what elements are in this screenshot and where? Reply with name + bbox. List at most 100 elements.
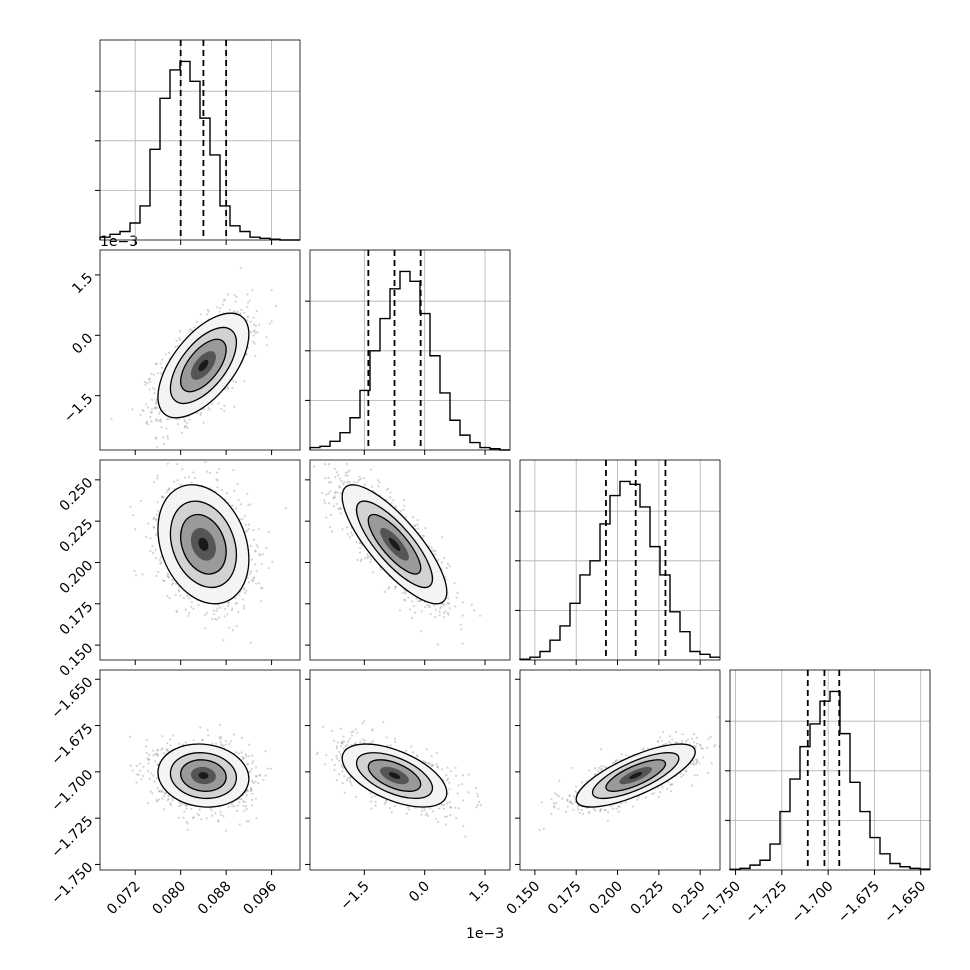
scatter-point [149, 537, 152, 540]
scatter-point [455, 596, 458, 599]
scatter-point [143, 381, 146, 384]
scatter-point [188, 597, 191, 600]
scatter-point [247, 527, 250, 531]
scatter-point [355, 541, 358, 544]
scatter-point [434, 549, 437, 553]
scatter-point [168, 738, 172, 741]
scatter-point [258, 553, 261, 556]
scatter-point [209, 807, 212, 810]
scatter-point [234, 507, 237, 510]
scatter-point [150, 411, 153, 414]
scatter-point [192, 816, 195, 819]
scatter-point [163, 579, 166, 583]
scatter-point [153, 392, 156, 395]
scatter-point [224, 739, 227, 743]
scatter-point [436, 643, 439, 646]
scatter-point [228, 626, 231, 629]
scatter-point [154, 419, 158, 422]
scatter-point [155, 777, 158, 780]
scatter-point [460, 628, 463, 631]
scatter-point [402, 508, 405, 512]
scatter-point [135, 781, 138, 784]
scatter-point [249, 572, 252, 575]
scatter-point [253, 323, 256, 326]
scatter-point [145, 738, 148, 742]
scatter-point [429, 613, 432, 616]
scatter-point [254, 324, 258, 327]
scatter-point [218, 310, 221, 313]
scatter-point [208, 471, 212, 474]
scatter-point [246, 319, 249, 322]
scatter-point [253, 342, 256, 345]
scatter-point [216, 471, 219, 474]
scatter-point [249, 331, 253, 334]
scatter-point [179, 804, 182, 807]
scatter-point [202, 421, 205, 424]
scatter-point [162, 442, 165, 445]
scatter-point [168, 487, 171, 490]
scatter-point [254, 331, 257, 334]
scatter-point [171, 799, 174, 802]
scatter-point [166, 742, 169, 745]
scatter-point [478, 614, 482, 617]
scatter-point [325, 516, 328, 519]
scatter-point [333, 467, 336, 470]
scatter-point [240, 736, 243, 739]
scatter-point [412, 605, 415, 608]
scatter-point [238, 594, 241, 597]
scatter-point [246, 301, 250, 304]
scatter-point [129, 505, 132, 508]
scatter-point [141, 409, 144, 412]
scatter-point [156, 763, 159, 766]
scatter-point [155, 401, 158, 404]
scatter-point [369, 555, 372, 558]
scatter-point [253, 538, 256, 541]
scatter-point [155, 436, 158, 439]
scatter-point [199, 413, 202, 416]
scatter-point [132, 514, 135, 517]
scatter-point [218, 736, 221, 739]
scatter-point [260, 600, 263, 603]
scatter-point [243, 311, 246, 314]
scatter-point [152, 754, 155, 757]
scatter-point [250, 768, 253, 771]
scatter-point [255, 582, 258, 585]
scatter-point [159, 790, 162, 793]
scatter-point [223, 404, 226, 407]
scatter-point [346, 474, 349, 477]
scatter-point [236, 482, 239, 485]
scatter-point [157, 570, 160, 574]
scatter-point [187, 475, 191, 478]
scatter-point [444, 576, 447, 579]
scatter-point [233, 294, 236, 297]
scatter-point [254, 563, 257, 566]
scatter-point [186, 426, 189, 429]
scatter-point [340, 479, 343, 483]
scatter-point [133, 569, 136, 573]
scatter-point [394, 505, 397, 508]
scatter-point [250, 789, 253, 793]
scatter-point [258, 323, 261, 326]
scatter-point [215, 609, 218, 612]
scatter-point [165, 418, 169, 421]
scatter-point [417, 600, 420, 603]
x-offset-label: 1e−3 [466, 926, 504, 942]
scatter-point [148, 777, 151, 780]
scatter-point [216, 819, 220, 822]
scatter-point [247, 743, 251, 746]
scatter-point [388, 585, 391, 589]
scatter-point [219, 737, 222, 740]
scatter-point [448, 565, 451, 568]
scatter-point [427, 604, 431, 607]
scatter-point [421, 534, 424, 537]
scatter-point [222, 639, 225, 642]
scatter-point [244, 805, 248, 808]
scatter-point [433, 550, 436, 553]
density-contour [198, 359, 209, 372]
scatter-point [171, 578, 174, 581]
scatter-point [178, 742, 181, 745]
scatter-point [329, 526, 332, 529]
scatter-point [148, 388, 151, 391]
scatter-point [177, 588, 180, 592]
scatter-point [147, 802, 150, 805]
